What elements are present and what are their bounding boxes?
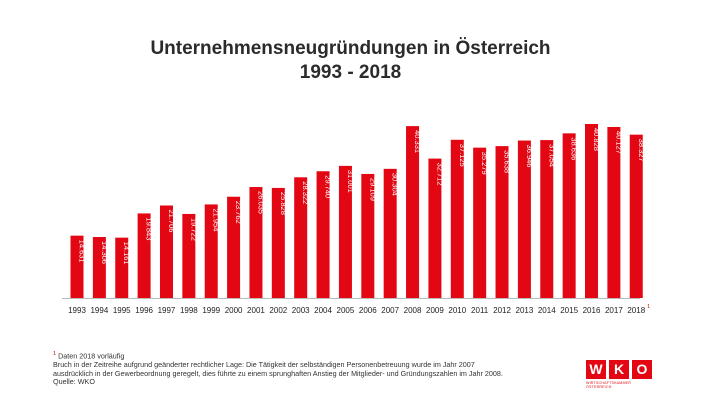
bar-1998	[182, 213, 196, 298]
chart-title-line1: Unternehmensneugründungen in Österreich	[150, 38, 551, 59]
value-label-2000: 23.762	[234, 201, 243, 224]
value-label-2017: 40.127	[614, 131, 623, 154]
x-tick-2015: 2015	[560, 306, 578, 315]
bar-2014	[540, 140, 554, 298]
x-tick-2005: 2005	[337, 306, 355, 315]
value-label-1997: 21.706	[167, 209, 176, 232]
x-tick-footnote-marker: 1	[647, 304, 650, 310]
x-tick-2017: 2017	[605, 306, 623, 315]
bar-2004	[316, 171, 330, 298]
value-label-2018: 38.327	[637, 139, 646, 162]
value-label-1993: 14.631	[78, 240, 87, 263]
footnote-source: Quelle: WKO	[53, 377, 95, 387]
logo-letter-o: O	[632, 360, 652, 379]
x-tick-1999: 1999	[202, 306, 220, 315]
bar-1995	[115, 237, 129, 298]
footnote-marker: 1	[53, 351, 57, 357]
value-label-2013: 36.946	[525, 145, 534, 168]
bar-2000	[227, 196, 241, 298]
value-label-1999: 21.954	[212, 208, 221, 231]
x-tick-2003: 2003	[292, 306, 310, 315]
value-label-2001: 26.035	[256, 191, 265, 214]
value-label-2007: 30.304	[391, 173, 400, 196]
logo-letter-w: W	[586, 360, 606, 379]
bar-2013	[517, 140, 531, 298]
bar-2007	[383, 168, 397, 298]
bar-1997	[159, 205, 173, 298]
value-label-1994: 14.306	[100, 241, 109, 264]
value-label-2014: 37.054	[547, 144, 556, 167]
bar-2017	[607, 126, 621, 299]
value-label-2006: 29.109	[368, 178, 377, 201]
value-label-2004: 29.740	[324, 175, 333, 198]
x-tick-2002: 2002	[269, 306, 287, 315]
value-label-2002: 25.828	[279, 192, 288, 215]
x-tick-2001: 2001	[247, 306, 265, 315]
logo-subtitle: WIRTSCHAFTSKAMMER ÖSTERREICH	[586, 381, 632, 389]
bar-2008	[406, 126, 420, 299]
bar-1994	[92, 237, 106, 298]
bar-2003	[294, 177, 308, 298]
value-label-2008: 40.331	[413, 130, 422, 153]
bar-1993	[70, 235, 84, 298]
wko-logo: W K O WIRTSCHAFTSKAMMER ÖSTERREICH	[586, 360, 652, 389]
footnote-prelim-text: Daten 2018 vorläufig	[58, 351, 125, 361]
value-label-1996: 19.843	[145, 217, 154, 240]
value-label-2015: 38.636	[570, 137, 579, 160]
value-label-2012: 35.638	[503, 150, 512, 173]
value-label-2011: 35.279	[480, 152, 489, 175]
x-tick-2011: 2011	[471, 306, 489, 315]
x-tick-2009: 2009	[426, 306, 444, 315]
x-tick-2013: 2013	[516, 306, 534, 315]
bar-2012	[495, 146, 509, 298]
x-tick-1998: 1998	[180, 306, 198, 315]
bar-2011	[473, 147, 487, 298]
x-tick-1993: 1993	[68, 306, 86, 315]
bar-2002	[271, 187, 285, 298]
bar-2006	[361, 173, 375, 298]
bar-2015	[562, 133, 576, 298]
x-tick-2004: 2004	[314, 306, 332, 315]
x-tick-2007: 2007	[381, 306, 399, 315]
footnote-line3: ausdrücklich in der Gewerbeordnung gereg…	[53, 368, 503, 378]
value-label-2016: 40.828	[592, 128, 601, 151]
bar-2016	[585, 124, 599, 298]
chart-title-line2: 1993 - 2018	[299, 62, 402, 83]
x-tick-2014: 2014	[538, 306, 556, 315]
value-label-2005: 31.001	[346, 170, 355, 193]
x-tick-1995: 1995	[113, 306, 131, 315]
logo-letter-k: K	[609, 360, 629, 379]
x-tick-2010: 2010	[448, 306, 466, 315]
value-label-2010: 37.125	[458, 144, 467, 167]
x-tick-2018: 2018	[627, 306, 645, 315]
bar-2009	[428, 158, 442, 298]
x-tick-2006: 2006	[359, 306, 377, 315]
bar-2001	[249, 187, 263, 298]
x-tick-2012: 2012	[493, 306, 511, 315]
bar-2005	[338, 165, 352, 298]
footnotes: 1 Daten 2018 vorläufig Bruch in der Zeit…	[53, 350, 503, 387]
value-label-1998: 19.722	[189, 218, 198, 241]
bar-2010	[450, 139, 464, 298]
bar-2018	[629, 134, 643, 298]
x-tick-1994: 1994	[90, 306, 108, 315]
value-label-2009: 32.712	[435, 163, 444, 186]
footnote-prelim: 1 Daten 2018 vorläufig	[53, 350, 503, 361]
x-tick-1997: 1997	[158, 306, 176, 315]
x-tick-1996: 1996	[135, 306, 153, 315]
bar-1996	[137, 213, 151, 298]
x-tick-2008: 2008	[404, 306, 422, 315]
footnote-line2: Bruch in der Zeitreihe aufgrund geändert…	[53, 359, 475, 369]
bar-1999	[204, 204, 218, 298]
value-label-2003: 28.322	[301, 181, 310, 204]
value-label-1995: 14.161	[122, 242, 131, 265]
x-tick-2000: 2000	[225, 306, 243, 315]
x-tick-2016: 2016	[583, 306, 601, 315]
